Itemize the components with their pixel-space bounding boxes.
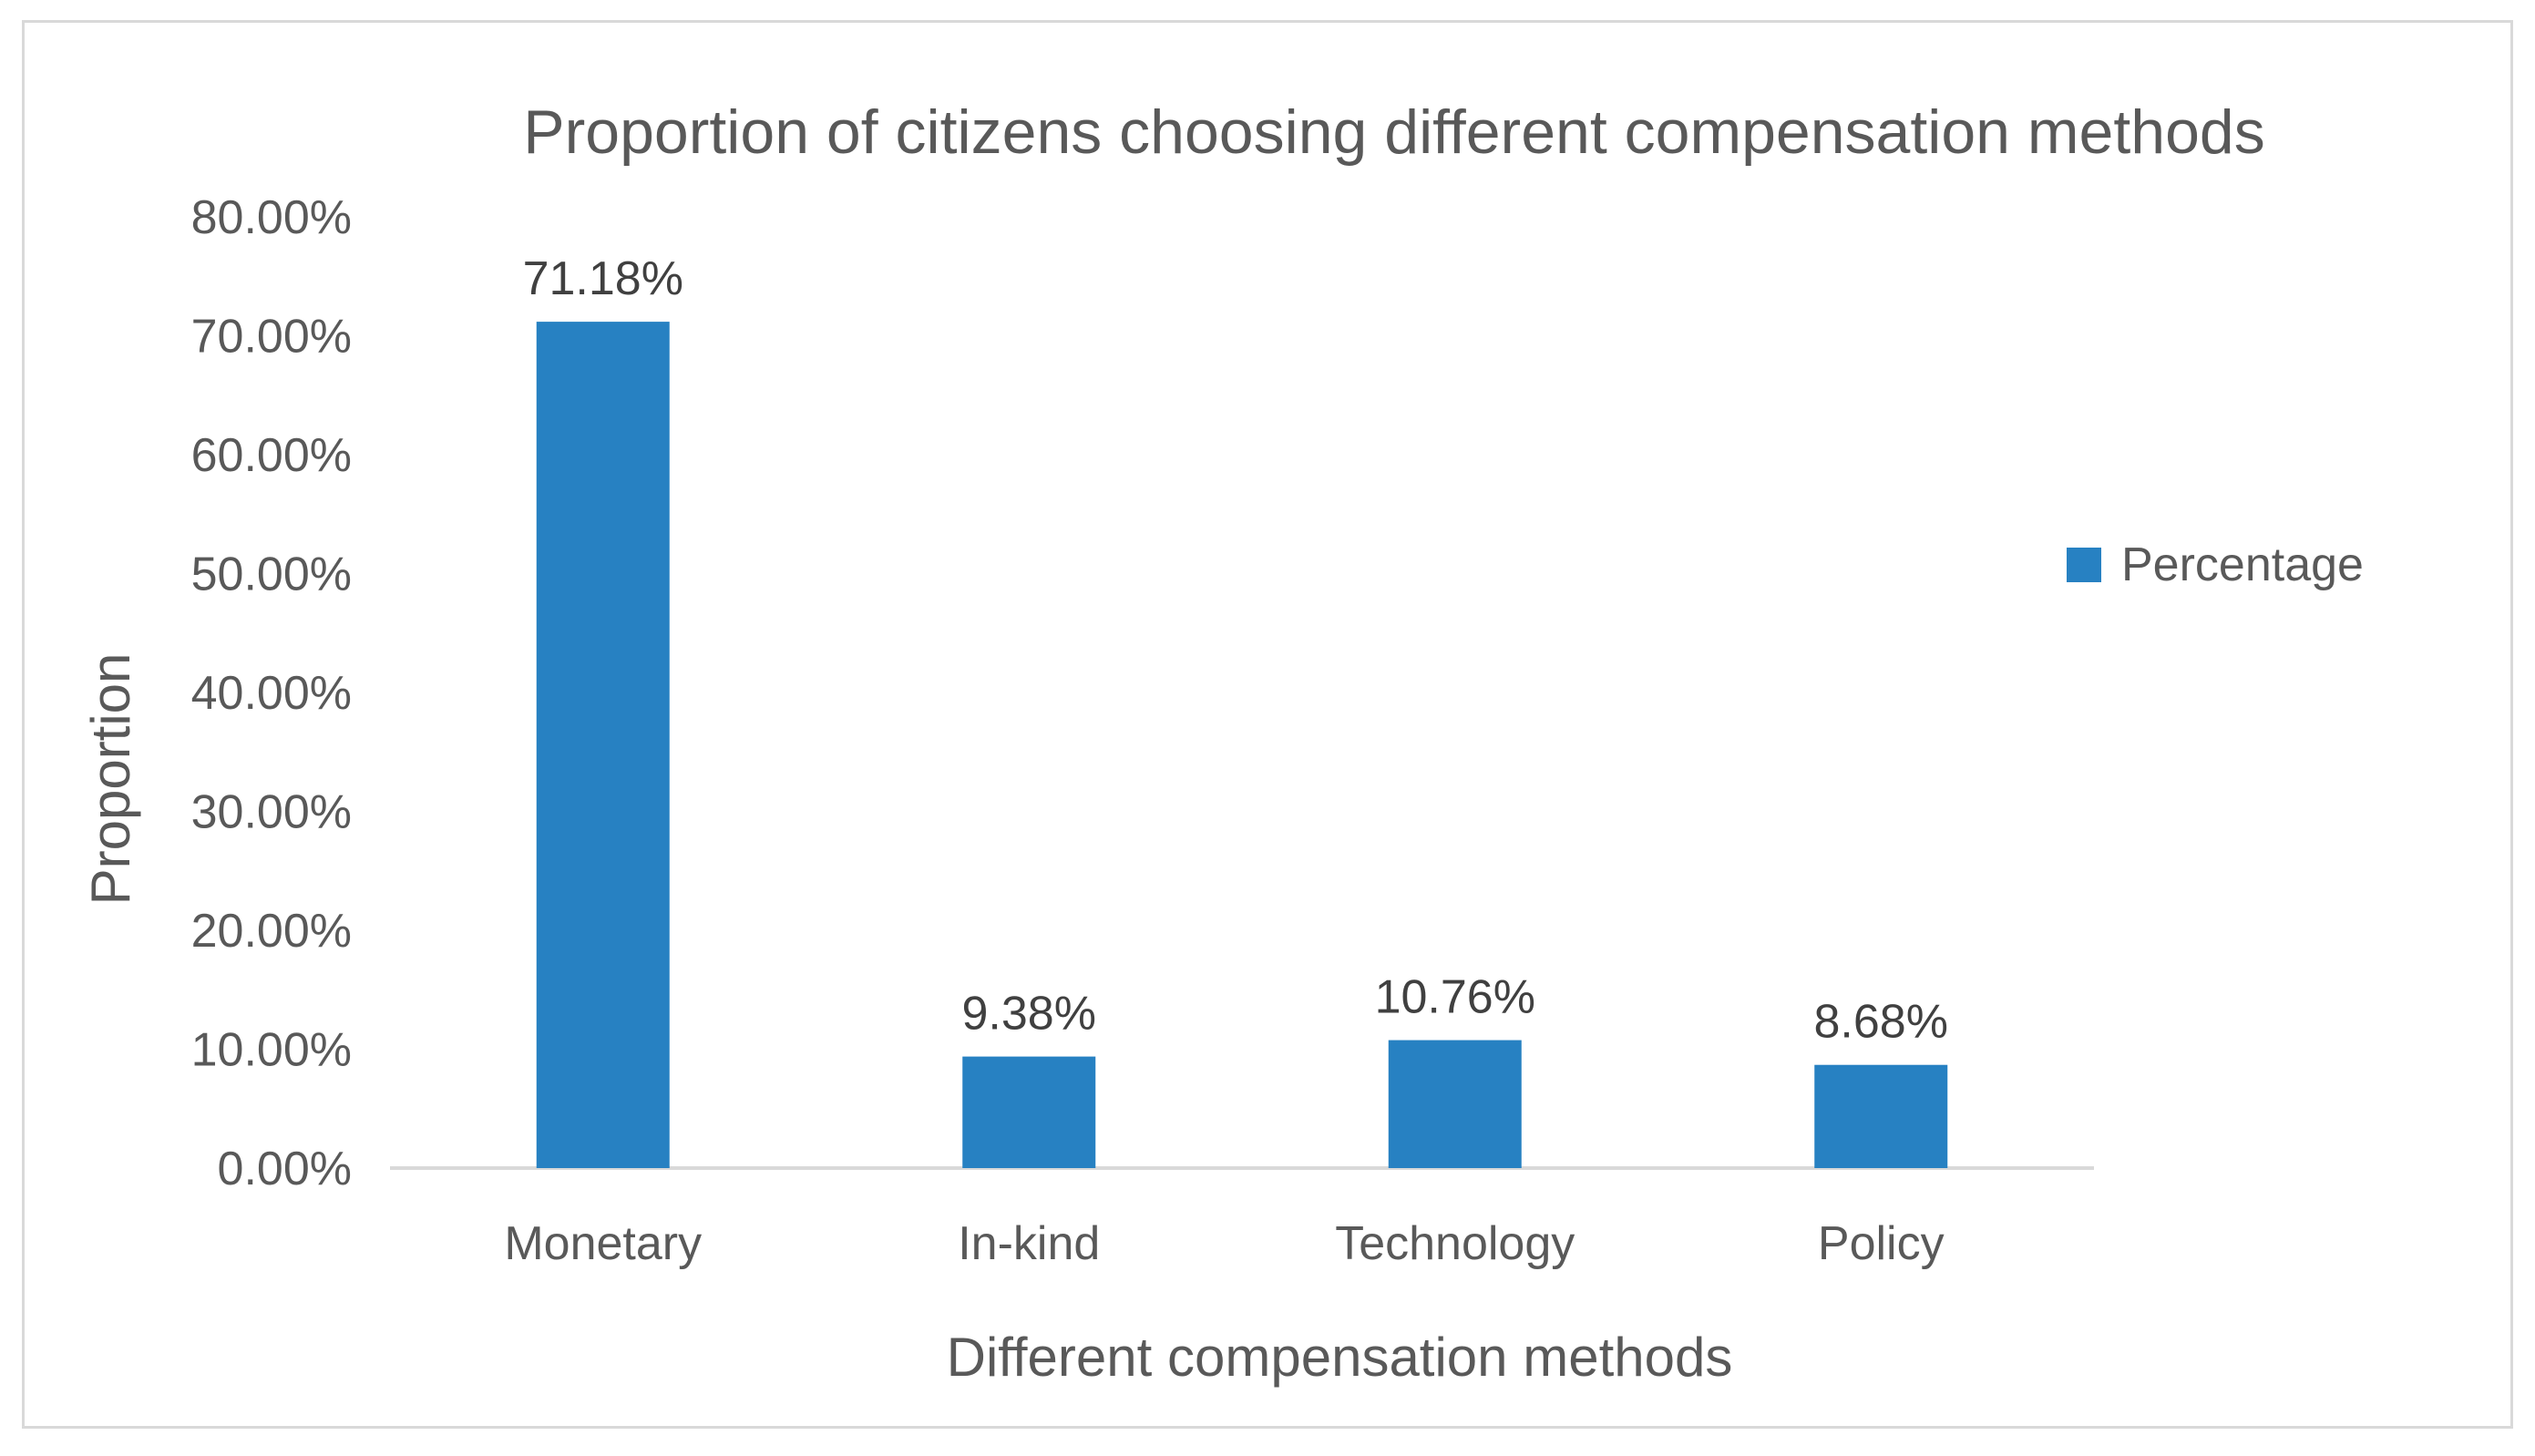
- y-tick-label: 70.00%: [191, 311, 352, 364]
- legend: Percentage: [2067, 538, 2364, 591]
- bar-series: [536, 322, 1948, 1168]
- data-label: 71.18%: [523, 252, 683, 305]
- y-tick-label: 10.00%: [191, 1024, 352, 1077]
- y-tick-label: 30.00%: [191, 786, 352, 839]
- bar-technology: [1388, 1040, 1522, 1168]
- bar-monetary: [536, 322, 670, 1168]
- legend-label: Percentage: [2121, 538, 2364, 591]
- y-axis-title: Proportion: [80, 653, 141, 906]
- y-tick-label: 60.00%: [191, 429, 352, 482]
- bar-policy: [1814, 1064, 1948, 1168]
- chart-frame: [22, 20, 2513, 1429]
- x-category-label: In-kind: [958, 1217, 1100, 1270]
- x-category-label: Monetary: [504, 1217, 702, 1270]
- data-labels: 71.18% 9.38% 10.76% 8.68%: [523, 252, 1948, 1049]
- y-tick-label: 50.00%: [191, 549, 352, 601]
- data-label: 8.68%: [1814, 996, 1948, 1049]
- y-tick-label: 40.00%: [191, 667, 352, 720]
- y-tick-label: 0.00%: [218, 1143, 352, 1195]
- x-category-label: Technology: [1335, 1217, 1575, 1270]
- chart-title: Proportion of citizens choosing differen…: [523, 97, 2264, 167]
- x-axis-title: Different compensation methods: [947, 1327, 1733, 1388]
- data-label: 10.76%: [1375, 971, 1535, 1024]
- legend-swatch: [2067, 548, 2101, 582]
- bar-in-kind: [962, 1056, 1096, 1168]
- x-category-label: Policy: [1818, 1217, 1945, 1270]
- data-label: 9.38%: [962, 988, 1096, 1041]
- y-tick-label: 20.00%: [191, 905, 352, 958]
- x-axis-categories: Monetary In-kind Technology Policy: [504, 1217, 1944, 1270]
- y-axis-ticks: 0.00% 10.00% 20.00% 30.00% 40.00% 50.00% 60.00…: [191, 191, 352, 1195]
- y-tick-label: 80.00%: [191, 191, 352, 244]
